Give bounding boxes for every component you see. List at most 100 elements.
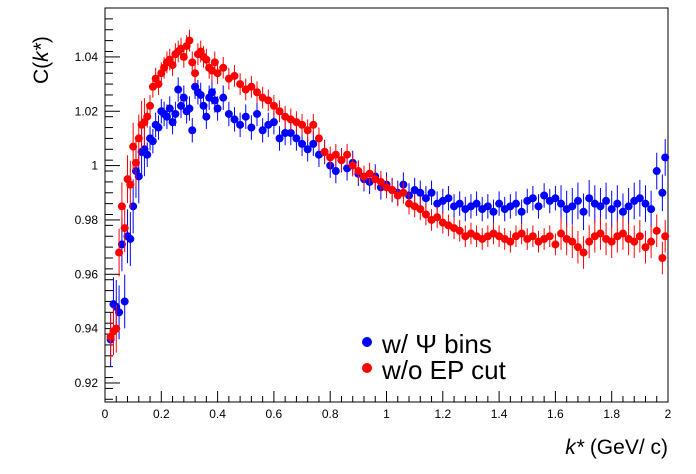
data-point xyxy=(579,248,588,257)
data-point xyxy=(661,232,670,241)
data-point xyxy=(162,112,171,121)
data-point xyxy=(635,232,644,241)
data-point xyxy=(258,126,267,135)
data-point xyxy=(286,128,295,137)
data-point xyxy=(416,205,425,214)
data-point xyxy=(115,248,124,257)
data-point xyxy=(213,104,222,113)
data-point xyxy=(511,199,520,208)
data-point xyxy=(210,96,219,105)
data-point xyxy=(444,194,453,203)
data-point xyxy=(314,134,323,143)
data-point xyxy=(168,118,177,127)
data-point xyxy=(177,101,186,110)
legend-marker-blue xyxy=(362,337,372,347)
x-tick-label: 1.6 xyxy=(547,407,564,421)
data-point xyxy=(528,194,537,203)
series-1 xyxy=(106,29,670,361)
data-point xyxy=(483,202,492,211)
data-point xyxy=(630,237,639,246)
data-point xyxy=(388,186,397,195)
data-point xyxy=(647,205,656,214)
data-point xyxy=(236,120,245,129)
data-point xyxy=(129,142,138,151)
data-point xyxy=(613,199,622,208)
data-point xyxy=(399,188,408,197)
data-point xyxy=(573,196,582,205)
data-point xyxy=(298,139,307,148)
data-point xyxy=(331,150,340,159)
data-point xyxy=(179,52,188,61)
data-point xyxy=(607,205,616,214)
x-tick-label: 0.6 xyxy=(266,407,283,421)
data-point xyxy=(185,36,194,45)
data-point xyxy=(120,297,129,306)
data-point xyxy=(320,148,329,157)
data-point xyxy=(207,88,216,97)
data-point xyxy=(179,93,188,102)
legend-marker-red xyxy=(362,363,372,373)
y-tick-label: 1.02 xyxy=(75,104,99,118)
data-point xyxy=(168,61,177,70)
data-point xyxy=(545,232,554,241)
data-point xyxy=(551,240,560,249)
data-point xyxy=(472,199,481,208)
x-tick-label: 1 xyxy=(383,407,390,421)
data-point xyxy=(331,167,340,176)
data-point xyxy=(652,167,661,176)
data-point xyxy=(624,202,633,211)
data-point xyxy=(647,237,656,246)
data-point xyxy=(264,96,273,105)
data-point xyxy=(618,229,627,238)
data-point xyxy=(275,107,284,116)
data-point xyxy=(165,104,174,113)
data-point xyxy=(134,134,143,143)
data-point xyxy=(557,229,566,238)
data-point xyxy=(230,115,239,124)
data-point xyxy=(658,188,667,197)
x-axis-title: k* (GeV/ c) xyxy=(565,436,668,459)
data-point xyxy=(196,90,205,99)
data-point xyxy=(309,120,318,129)
data-point xyxy=(298,120,307,129)
data-point xyxy=(303,126,312,135)
data-point xyxy=(247,82,256,91)
data-point xyxy=(253,109,262,118)
data-point xyxy=(534,202,543,211)
data-point xyxy=(224,109,233,118)
data-point xyxy=(275,134,284,143)
data-point xyxy=(126,180,135,189)
data-point xyxy=(202,55,211,64)
data-point xyxy=(146,101,155,110)
data-point xyxy=(303,145,312,154)
data-point xyxy=(134,172,143,181)
data-point xyxy=(455,226,464,235)
data-point xyxy=(171,109,180,118)
x-tick-label: 0 xyxy=(102,407,109,421)
data-point xyxy=(219,63,228,72)
data-point xyxy=(416,188,425,197)
x-tick-label: 1.4 xyxy=(491,407,508,421)
x-tick-label: 0.8 xyxy=(322,407,339,421)
x-tick-label: 0.4 xyxy=(209,407,226,421)
data-point xyxy=(641,199,650,208)
data-point xyxy=(495,199,504,208)
data-point xyxy=(120,224,129,233)
data-point xyxy=(517,207,526,216)
data-point xyxy=(376,177,385,186)
y-axis-title: C(k*) xyxy=(30,36,53,84)
data-point xyxy=(269,101,278,110)
data-point xyxy=(188,58,197,67)
legend-label-wo-ep-cut: w/o EP cut xyxy=(381,355,507,385)
legend-label-w-psi-bins: w/ Ψ bins xyxy=(381,329,492,359)
x-tick-label: 0.2 xyxy=(153,407,170,421)
data-point xyxy=(236,80,245,89)
data-point xyxy=(188,126,197,135)
data-point xyxy=(540,191,549,200)
data-point xyxy=(191,69,200,78)
data-point xyxy=(506,237,515,246)
data-point xyxy=(247,123,256,132)
data-point xyxy=(213,69,222,78)
y-tick-label: 0.98 xyxy=(75,213,99,227)
